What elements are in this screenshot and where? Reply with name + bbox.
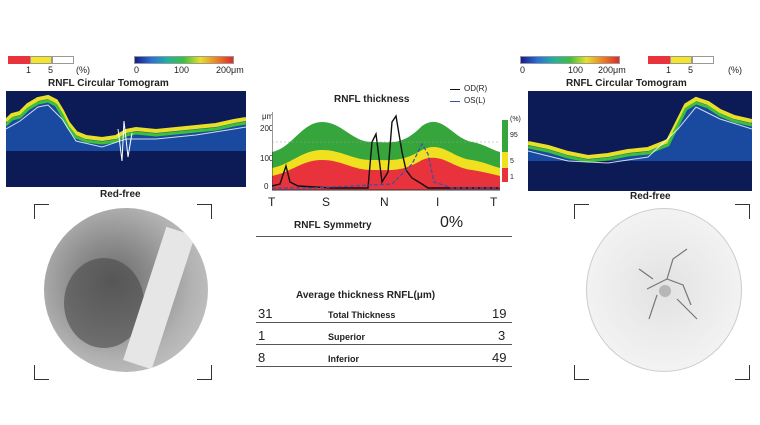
right-thk-tick-100: 100 [568, 65, 584, 75]
legend-od-label: OD(R) [464, 84, 488, 93]
pct-95: 95 [510, 132, 518, 139]
right-tomogram-title: RNFL Circular Tomogram [566, 78, 687, 89]
rnfl-thickness-plot [271, 112, 500, 192]
left-thk-tick-100: 100 [174, 65, 190, 75]
right-tomogram-image [528, 91, 752, 191]
y-tick-100: 100 [260, 154, 274, 163]
inferior-left-value: 8 [258, 350, 266, 365]
left-sig-unit: (%) [76, 65, 90, 75]
x-tick-n: N [380, 195, 389, 209]
x-axis-labels: T S N I T [262, 195, 506, 209]
total-label: Total Thickness [328, 310, 396, 320]
left-fundus-title: Red-free [100, 189, 141, 200]
average-thickness-table: Average thickness RNFL(μm) 31 Total Thic… [256, 288, 512, 378]
legend-os-label: OS(L) [464, 96, 486, 105]
superior-left-value: 1 [258, 328, 266, 343]
y-tick-0: 0 [264, 182, 269, 191]
left-fundus-frame [34, 204, 212, 380]
inferior-label: Inferior [328, 354, 360, 364]
left-tomogram-title: RNFL Circular Tomogram [48, 78, 169, 89]
x-tick-s: S [322, 195, 331, 209]
left-tomogram-image [6, 91, 246, 187]
x-tick-i: I [436, 195, 440, 209]
right-significance-scale: 1 5 (%) [648, 56, 752, 76]
symmetry-label: RNFL Symmetry [294, 220, 372, 231]
chart-legend: OD(R) OS(L) [450, 84, 514, 108]
left-thickness-scale: 0 100 200μm [134, 56, 260, 76]
left-sig-tick-5: 5 [48, 65, 54, 75]
right-fundus-title: Red-free [630, 191, 671, 202]
right-sig-tick-5: 5 [688, 65, 694, 75]
left-thk-tick-0: 0 [134, 65, 140, 75]
right-sig-tick-1: 1 [666, 65, 672, 75]
superior-right-value: 3 [498, 328, 506, 343]
legend-od-swatch [450, 89, 460, 90]
symmetry-value: 0% [440, 214, 464, 231]
right-red-free-fundus-image [586, 208, 742, 372]
total-right-value: 19 [492, 306, 507, 321]
left-thk-tick-200: 200μm [216, 65, 244, 75]
legend-os-swatch [450, 101, 460, 102]
pct-1: 1 [510, 174, 514, 181]
right-thk-tick-0: 0 [520, 65, 526, 75]
left-sig-tick-1: 1 [26, 65, 32, 75]
percentile-scale: (%) 95 5 1 [502, 112, 526, 192]
right-thk-tick-200: 200μm [598, 65, 626, 75]
total-left-value: 31 [258, 306, 273, 321]
left-significance-scale: 1 5 (%) [8, 56, 90, 76]
right-thickness-scale: 0 100 200μm [520, 56, 646, 76]
superior-label: Superior [328, 332, 366, 342]
right-fundus-frame [574, 204, 750, 380]
y-axis-unit: μm [262, 112, 274, 121]
right-sig-unit: (%) [728, 65, 742, 75]
x-tick-t1: T [268, 195, 276, 209]
avg-table-title: Average thickness RNFL(μm) [296, 290, 436, 301]
chart-title: RNFL thickness [334, 94, 410, 105]
rnfl-symmetry: RNFL Symmetry 0% [256, 214, 512, 238]
pct-5: 5 [510, 158, 514, 165]
x-tick-t2: T [490, 195, 498, 209]
pct-unit: (%) [510, 116, 521, 123]
left-red-free-fundus-image [44, 208, 208, 372]
y-tick-200: 200 [260, 124, 274, 133]
rnfl-thickness-chart [271, 112, 500, 192]
inferior-right-value: 49 [492, 350, 507, 365]
